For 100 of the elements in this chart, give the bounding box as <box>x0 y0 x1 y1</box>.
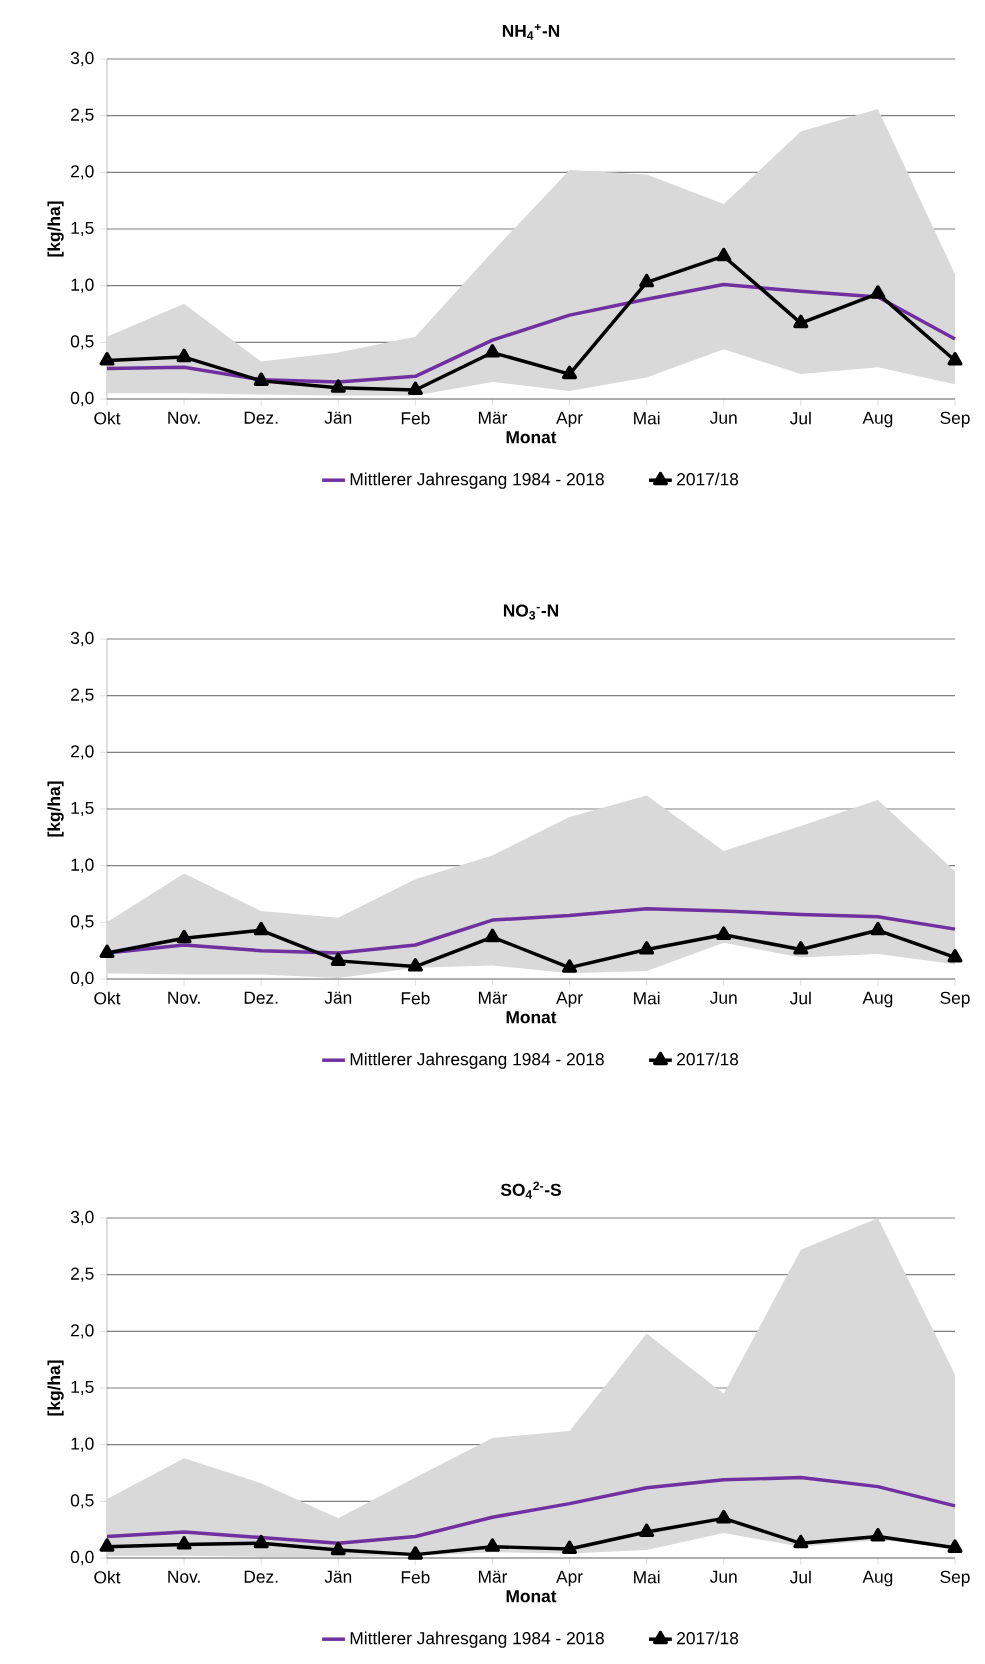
x-tick-label: Nov. <box>168 1570 200 1583</box>
chart-title: NH$_{4}$$^{+}$-N <box>502 23 560 40</box>
x-axis-title: Monat <box>506 1590 557 1603</box>
y-tick-label: 1,0 <box>71 1437 94 1452</box>
x-tick-label: Okt <box>94 411 121 425</box>
point <box>253 921 269 936</box>
point <box>639 1523 655 1538</box>
x-tick-label: Mai <box>634 991 660 1005</box>
y-axis-title: [kg/ha] <box>47 201 64 257</box>
x-tick-label: Sep <box>940 991 970 1008</box>
point <box>947 352 963 366</box>
x-tick-label: Mai <box>634 1570 660 1584</box>
x-tick-label: Aug <box>862 991 893 1008</box>
y-tick-label: 0,5 <box>70 915 94 930</box>
x-tick-label: Mär <box>478 1570 508 1583</box>
x-tick-label: Jän <box>324 1570 352 1583</box>
legend-label: 2017/18 <box>677 1631 739 1645</box>
x-tick-label: Jul <box>790 991 811 1005</box>
point <box>716 926 732 940</box>
point <box>793 314 809 329</box>
point <box>484 344 500 358</box>
point <box>99 352 115 366</box>
chart-title: NO$_{3}$$^{-}$-N <box>503 604 559 620</box>
y-tick-label: 3,0 <box>70 51 94 67</box>
x-tick-label: Okt <box>94 991 121 1005</box>
legend-label: Mittlerer Jahresgang 1984 - 2018 <box>350 1052 604 1069</box>
x-tick-label: Okt <box>94 1570 121 1584</box>
x-tick-label: Jun <box>710 411 737 424</box>
y-tick-label: 0,0 <box>70 391 94 407</box>
point <box>484 928 500 943</box>
point <box>176 348 192 363</box>
x-tick-label: Dez. <box>244 1570 278 1583</box>
x-tick-label: Jän <box>324 991 352 1004</box>
y-tick-label: 2,5 <box>71 108 94 123</box>
point <box>716 247 732 262</box>
point <box>562 365 578 380</box>
point <box>407 958 423 972</box>
x-axis-title: Monat <box>506 431 557 444</box>
point <box>793 1534 809 1549</box>
x-tick-label: Feb <box>401 1570 430 1584</box>
x-tick-label: Mär <box>478 991 508 1004</box>
y-tick-label: 0,5 <box>70 335 94 350</box>
x-tick-label: Mär <box>478 411 508 424</box>
x-tick-label: Aug <box>862 411 893 428</box>
x-tick-label: Apr <box>556 411 583 428</box>
y-tick-label: 0,0 <box>70 1550 94 1566</box>
x-tick-label: Sep <box>940 1570 970 1587</box>
legend-label: 2017/18 <box>677 472 739 486</box>
x-tick-label: Feb <box>401 991 430 1005</box>
y-tick-label: 1,5 <box>71 1380 94 1396</box>
legend-label: Mittlerer Jahresgang 1984 - 2018 <box>350 472 604 489</box>
y-tick-label: 0,0 <box>70 971 94 987</box>
x-tick-label: Nov. <box>168 991 200 1004</box>
point <box>407 1546 423 1560</box>
y-tick-label: 0,5 <box>70 1494 94 1509</box>
y-tick-label: 2,0 <box>71 1324 94 1339</box>
y-tick-label: 3,0 <box>70 631 94 647</box>
x-axis-title: Monat <box>506 1011 557 1024</box>
legend-label: 2017/18 <box>677 1052 739 1066</box>
x-tick-label: Sep <box>940 411 970 428</box>
x-tick-label: Jun <box>710 1570 737 1583</box>
point <box>253 1534 269 1549</box>
x-tick-label: Apr <box>556 991 583 1008</box>
y-tick-label: 1,0 <box>71 278 94 293</box>
x-tick-label: Apr <box>556 1570 583 1587</box>
x-tick-label: Jul <box>790 1570 811 1584</box>
point <box>562 1540 578 1555</box>
legend-label: Mittlerer Jahresgang 1984 - 2018 <box>350 1631 604 1648</box>
point <box>176 929 192 944</box>
point <box>947 1539 963 1553</box>
point <box>407 381 423 396</box>
point <box>176 1536 192 1550</box>
y-tick-label: 2,5 <box>71 1267 94 1282</box>
x-tick-label: Jun <box>710 991 737 1004</box>
point <box>870 921 886 936</box>
x-tick-label: Mai <box>634 411 660 425</box>
x-tick-label: Feb <box>401 411 430 425</box>
x-tick-label: Jul <box>790 411 811 425</box>
x-tick-label: Jän <box>324 411 352 424</box>
x-tick-label: Dez. <box>244 991 278 1004</box>
chart-title: SO$_{4}$$^{2-}$-S <box>500 1181 561 1199</box>
y-axis-title: [kg/ha] <box>47 781 64 837</box>
y-tick-label: 2,0 <box>71 745 94 760</box>
point <box>947 949 963 963</box>
point <box>330 379 346 393</box>
point <box>639 273 655 288</box>
x-tick-label: Dez. <box>244 411 278 424</box>
point <box>870 1528 886 1542</box>
point <box>793 941 809 955</box>
y-tick-label: 2,5 <box>71 688 94 703</box>
y-tick-label: 1,5 <box>71 221 94 237</box>
x-tick-label: Nov. <box>168 411 200 424</box>
point <box>870 285 886 299</box>
y-tick-label: 1,5 <box>71 801 94 817</box>
point <box>639 941 655 955</box>
y-tick-label: 1,0 <box>71 858 94 873</box>
point <box>330 1541 346 1556</box>
point <box>253 372 269 386</box>
y-axis-title: [kg/ha] <box>47 1360 64 1416</box>
point <box>484 1538 500 1552</box>
